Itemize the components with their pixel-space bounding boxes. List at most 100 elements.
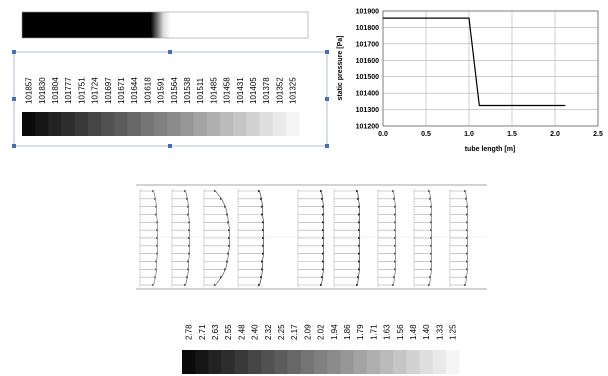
velocity-profile	[333, 189, 361, 287]
velocity-scale-label: 2.78	[185, 324, 194, 340]
pressure-scale-label: 101724	[91, 77, 100, 104]
pressure-legend-selection[interactable]	[12, 50, 329, 148]
selection-handle[interactable]	[325, 97, 329, 101]
velocity-scale-labels: 2.78 2.71 2.63 2.55 2.48 2.40 2.32 2.25 2.17 2.09…	[185, 324, 458, 340]
pressure-scale-swatch	[154, 112, 168, 136]
velocity-scale-label: 1.71	[369, 324, 378, 340]
pressure-scale-swatch	[272, 112, 287, 136]
velocity-scale-swatch	[182, 350, 196, 374]
velocity-scale-label: 2.55	[224, 324, 233, 340]
velocity-profile	[203, 189, 231, 287]
y-tick-label: 101300	[356, 107, 379, 114]
pressure-scale-swatch	[220, 112, 234, 136]
velocity-scale-label: 1.56	[396, 324, 405, 340]
chart-grid	[382, 10, 599, 127]
velocity-profile	[449, 189, 469, 287]
pressure-scale-swatch	[48, 112, 62, 136]
x-tick-label: 0.5	[421, 131, 431, 138]
pressure-scale-swatch	[74, 112, 89, 136]
pressure-scale-swatch	[101, 112, 115, 136]
pressure-scale-swatch	[206, 112, 221, 136]
velocity-scale-swatch	[380, 350, 394, 374]
y-tick-label: 101800	[356, 25, 379, 32]
x-tick-label: 2.5	[593, 131, 603, 138]
pressure-scale-label: 101830	[38, 77, 47, 104]
pressure-scale-swatch	[61, 112, 76, 136]
velocity-scale-label: 1.48	[409, 324, 418, 340]
velocity-scale-label: 1.40	[422, 324, 431, 340]
velocity-profile	[377, 189, 397, 287]
pressure-scale-label: 101405	[249, 77, 258, 104]
x-tick-labels: 0.0 0.5 1.0 1.5 2.0 2.5	[378, 131, 603, 138]
velocity-scale-label: 1.79	[356, 324, 365, 340]
pressure-scale-label: 101564	[170, 77, 179, 104]
pressure-scale-swatch	[286, 112, 300, 136]
velocity-scale-swatch	[393, 350, 407, 374]
velocity-scale-label: 2.40	[251, 324, 260, 340]
velocity-profile	[237, 189, 265, 287]
velocity-scale-label: 2.09	[303, 324, 312, 340]
pressure-scale-label: 101857	[25, 77, 34, 104]
pressure-scale-swatches	[22, 112, 300, 136]
y-axis-label: static pressure [Pa]	[337, 36, 344, 101]
velocity-scale-label: 2.02	[317, 324, 326, 340]
velocity-scale-swatch	[366, 350, 381, 374]
velocity-scale-swatch	[261, 350, 275, 374]
selection-handle[interactable]	[12, 97, 16, 101]
pressure-chart: 101200 101300 101400 101500 101600 101700 1018…	[337, 9, 603, 154]
velocity-scale-swatch	[221, 350, 236, 374]
selection-handle[interactable]	[325, 50, 329, 54]
pressure-scale-swatch	[140, 112, 155, 136]
velocity-scale-swatch	[195, 350, 209, 374]
velocity-scale-swatch	[432, 350, 447, 374]
pressure-scale-label: 101325	[289, 77, 298, 104]
velocity-profiles	[136, 184, 487, 290]
velocity-scale-label: 2.25	[277, 324, 286, 340]
y-tick-label: 101500	[356, 74, 379, 81]
pressure-scale-swatch	[35, 112, 49, 136]
pressure-scale-label: 101591	[157, 77, 166, 104]
pressure-series-line	[383, 17, 566, 107]
pressure-scale-label: 101352	[275, 77, 284, 104]
pressure-scale-swatch	[180, 112, 194, 136]
pressure-scale-label: 101751	[77, 77, 86, 104]
selection-handle[interactable]	[168, 50, 172, 54]
velocity-scale-label: 2.32	[264, 324, 273, 340]
y-tick-label: 101400	[356, 91, 379, 98]
x-tick-label: 0.0	[378, 131, 388, 138]
pressure-scale-swatch	[127, 112, 142, 136]
velocity-scale-swatch	[274, 350, 288, 374]
velocity-profile	[413, 189, 433, 287]
velocity-scale-label: 1.86	[343, 324, 352, 340]
velocity-scale-swatch	[353, 350, 368, 374]
pressure-scale-swatch	[22, 112, 36, 136]
velocity-scale-label: 1.94	[330, 324, 339, 340]
pressure-scale-label: 101777	[64, 77, 73, 104]
velocity-scale-label: 1.25	[449, 324, 458, 340]
x-tick-label: 1.0	[464, 131, 474, 138]
pressure-scale-swatch	[88, 112, 102, 136]
selection-handle[interactable]	[325, 144, 329, 148]
selection-handle[interactable]	[168, 144, 172, 148]
velocity-scale-swatch	[234, 350, 249, 374]
selection-handle[interactable]	[12, 50, 16, 54]
velocity-scale-label: 1.63	[383, 324, 392, 340]
pressure-scale-swatch	[233, 112, 247, 136]
pressure-scale-label: 101644	[130, 77, 139, 104]
velocity-scale-swatch	[340, 350, 354, 374]
pressure-scale-label: 101804	[51, 77, 60, 104]
velocity-profile	[139, 189, 159, 287]
pressure-scale-label: 101378	[262, 77, 271, 104]
plot-frame	[382, 10, 599, 127]
velocity-scale-swatch	[314, 350, 328, 374]
y-tick-label: 101700	[356, 41, 379, 48]
selection-handle[interactable]	[12, 144, 16, 148]
tube-pressure-bar	[21, 11, 309, 39]
velocity-scale-label: 1.33	[435, 324, 444, 340]
pressure-scale-swatch	[114, 112, 128, 136]
velocity-scale-label: 2.17	[290, 324, 299, 340]
pressure-scale-swatch	[193, 112, 208, 136]
y-tick-label: 101900	[356, 9, 379, 16]
x-axis-label: tube length [m]	[465, 146, 516, 153]
pressure-scale-label: 101511	[196, 77, 205, 104]
